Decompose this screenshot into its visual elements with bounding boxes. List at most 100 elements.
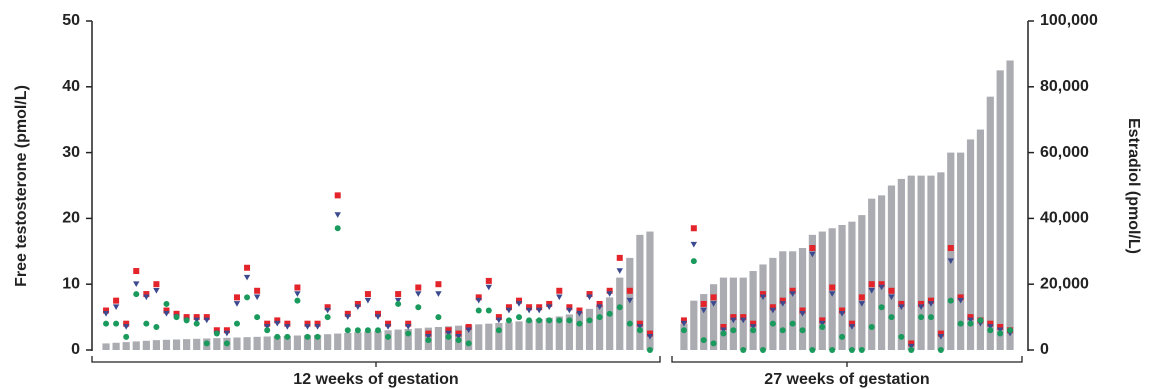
square-marker xyxy=(193,314,200,321)
circle-marker xyxy=(385,333,392,340)
circle-marker xyxy=(143,320,150,327)
square-marker xyxy=(769,304,776,311)
triangle-marker xyxy=(626,297,634,304)
square-marker xyxy=(465,323,472,330)
circle-marker xyxy=(576,320,583,327)
square-marker xyxy=(690,225,697,232)
bar xyxy=(253,336,261,350)
bar xyxy=(172,339,181,350)
triangle-marker xyxy=(364,297,372,304)
triangle-marker xyxy=(917,304,925,311)
bar xyxy=(434,326,443,350)
circle-marker xyxy=(858,347,865,353)
square-marker xyxy=(314,320,321,327)
circle-marker xyxy=(526,317,533,324)
square-marker xyxy=(730,314,737,321)
y2-tick-label: 40,000 xyxy=(1040,210,1089,227)
square-marker xyxy=(947,245,954,252)
circle-marker xyxy=(364,327,371,334)
circle-marker xyxy=(928,314,934,321)
bar xyxy=(1006,60,1014,350)
bar xyxy=(545,317,553,350)
circle-marker xyxy=(244,294,251,301)
triangle-marker xyxy=(203,317,210,324)
y2-tick-label: 100,000 xyxy=(1040,12,1098,29)
circle-marker xyxy=(113,320,120,327)
triangle-marker xyxy=(947,258,954,264)
circle-marker xyxy=(163,300,170,307)
square-marker xyxy=(274,317,281,324)
triangle-marker xyxy=(606,291,613,297)
circle-marker xyxy=(977,317,984,324)
bar xyxy=(193,338,201,350)
bar xyxy=(616,277,624,350)
bar xyxy=(515,321,523,350)
square-marker xyxy=(700,300,707,307)
bar xyxy=(243,337,251,350)
bar xyxy=(858,215,866,350)
circle-marker xyxy=(878,304,885,311)
bar xyxy=(709,284,718,350)
circle-marker xyxy=(957,320,964,327)
triangle-marker xyxy=(838,311,846,317)
triangle-marker xyxy=(646,334,654,340)
triangle-marker xyxy=(710,301,717,307)
circle-marker xyxy=(324,314,331,321)
triangle-marker xyxy=(888,294,895,301)
bar xyxy=(283,335,291,350)
y-tick-label: 40 xyxy=(62,78,80,95)
group-bracket xyxy=(671,356,1023,367)
bar xyxy=(680,323,688,350)
bar xyxy=(907,175,915,350)
square-marker xyxy=(153,281,160,288)
circle-marker xyxy=(987,327,994,334)
triangle-marker xyxy=(495,317,503,324)
bar xyxy=(868,198,876,350)
square-marker xyxy=(750,320,757,327)
circle-marker xyxy=(690,258,697,265)
triangle-marker xyxy=(102,311,110,317)
bar xyxy=(525,320,533,350)
square-marker xyxy=(233,294,240,301)
square-marker xyxy=(223,327,230,334)
square-marker xyxy=(868,281,875,288)
bar xyxy=(465,324,473,350)
bar xyxy=(927,175,935,350)
square-marker xyxy=(495,314,502,321)
circle-marker xyxy=(415,304,422,311)
square-marker xyxy=(526,304,533,311)
bar xyxy=(759,264,767,350)
triangle-marker xyxy=(163,311,170,317)
circle-marker xyxy=(586,317,593,324)
triangle-marker xyxy=(809,251,816,258)
circle-marker xyxy=(888,314,895,321)
square-marker xyxy=(334,192,341,199)
triangle-marker xyxy=(334,212,341,218)
bar xyxy=(769,257,777,350)
triangle-marker xyxy=(223,330,231,337)
bar xyxy=(293,335,302,350)
triangle-marker xyxy=(465,327,472,334)
bar xyxy=(364,331,372,350)
circle-marker xyxy=(760,347,766,353)
y-tick-label: 0 xyxy=(71,341,80,358)
circle-marker xyxy=(274,333,281,340)
square-marker xyxy=(918,300,925,307)
bar xyxy=(986,96,994,350)
circle-marker xyxy=(123,333,130,340)
square-marker xyxy=(475,294,482,301)
bar xyxy=(626,257,634,350)
circle-marker xyxy=(213,330,220,337)
circle-marker xyxy=(898,333,905,340)
circle-marker xyxy=(264,327,271,334)
circle-marker xyxy=(395,300,402,307)
y2-axis-label: Estradiol (pmol/L) xyxy=(1125,118,1142,254)
group-label: 27 weeks of gestation xyxy=(764,371,929,388)
circle-marker xyxy=(918,314,925,321)
triangle-marker xyxy=(525,307,533,314)
triangle-marker xyxy=(700,307,707,314)
square-marker xyxy=(898,300,905,307)
triangle-marker xyxy=(908,343,915,350)
group-bracket xyxy=(91,356,661,367)
circle-marker xyxy=(848,347,855,353)
